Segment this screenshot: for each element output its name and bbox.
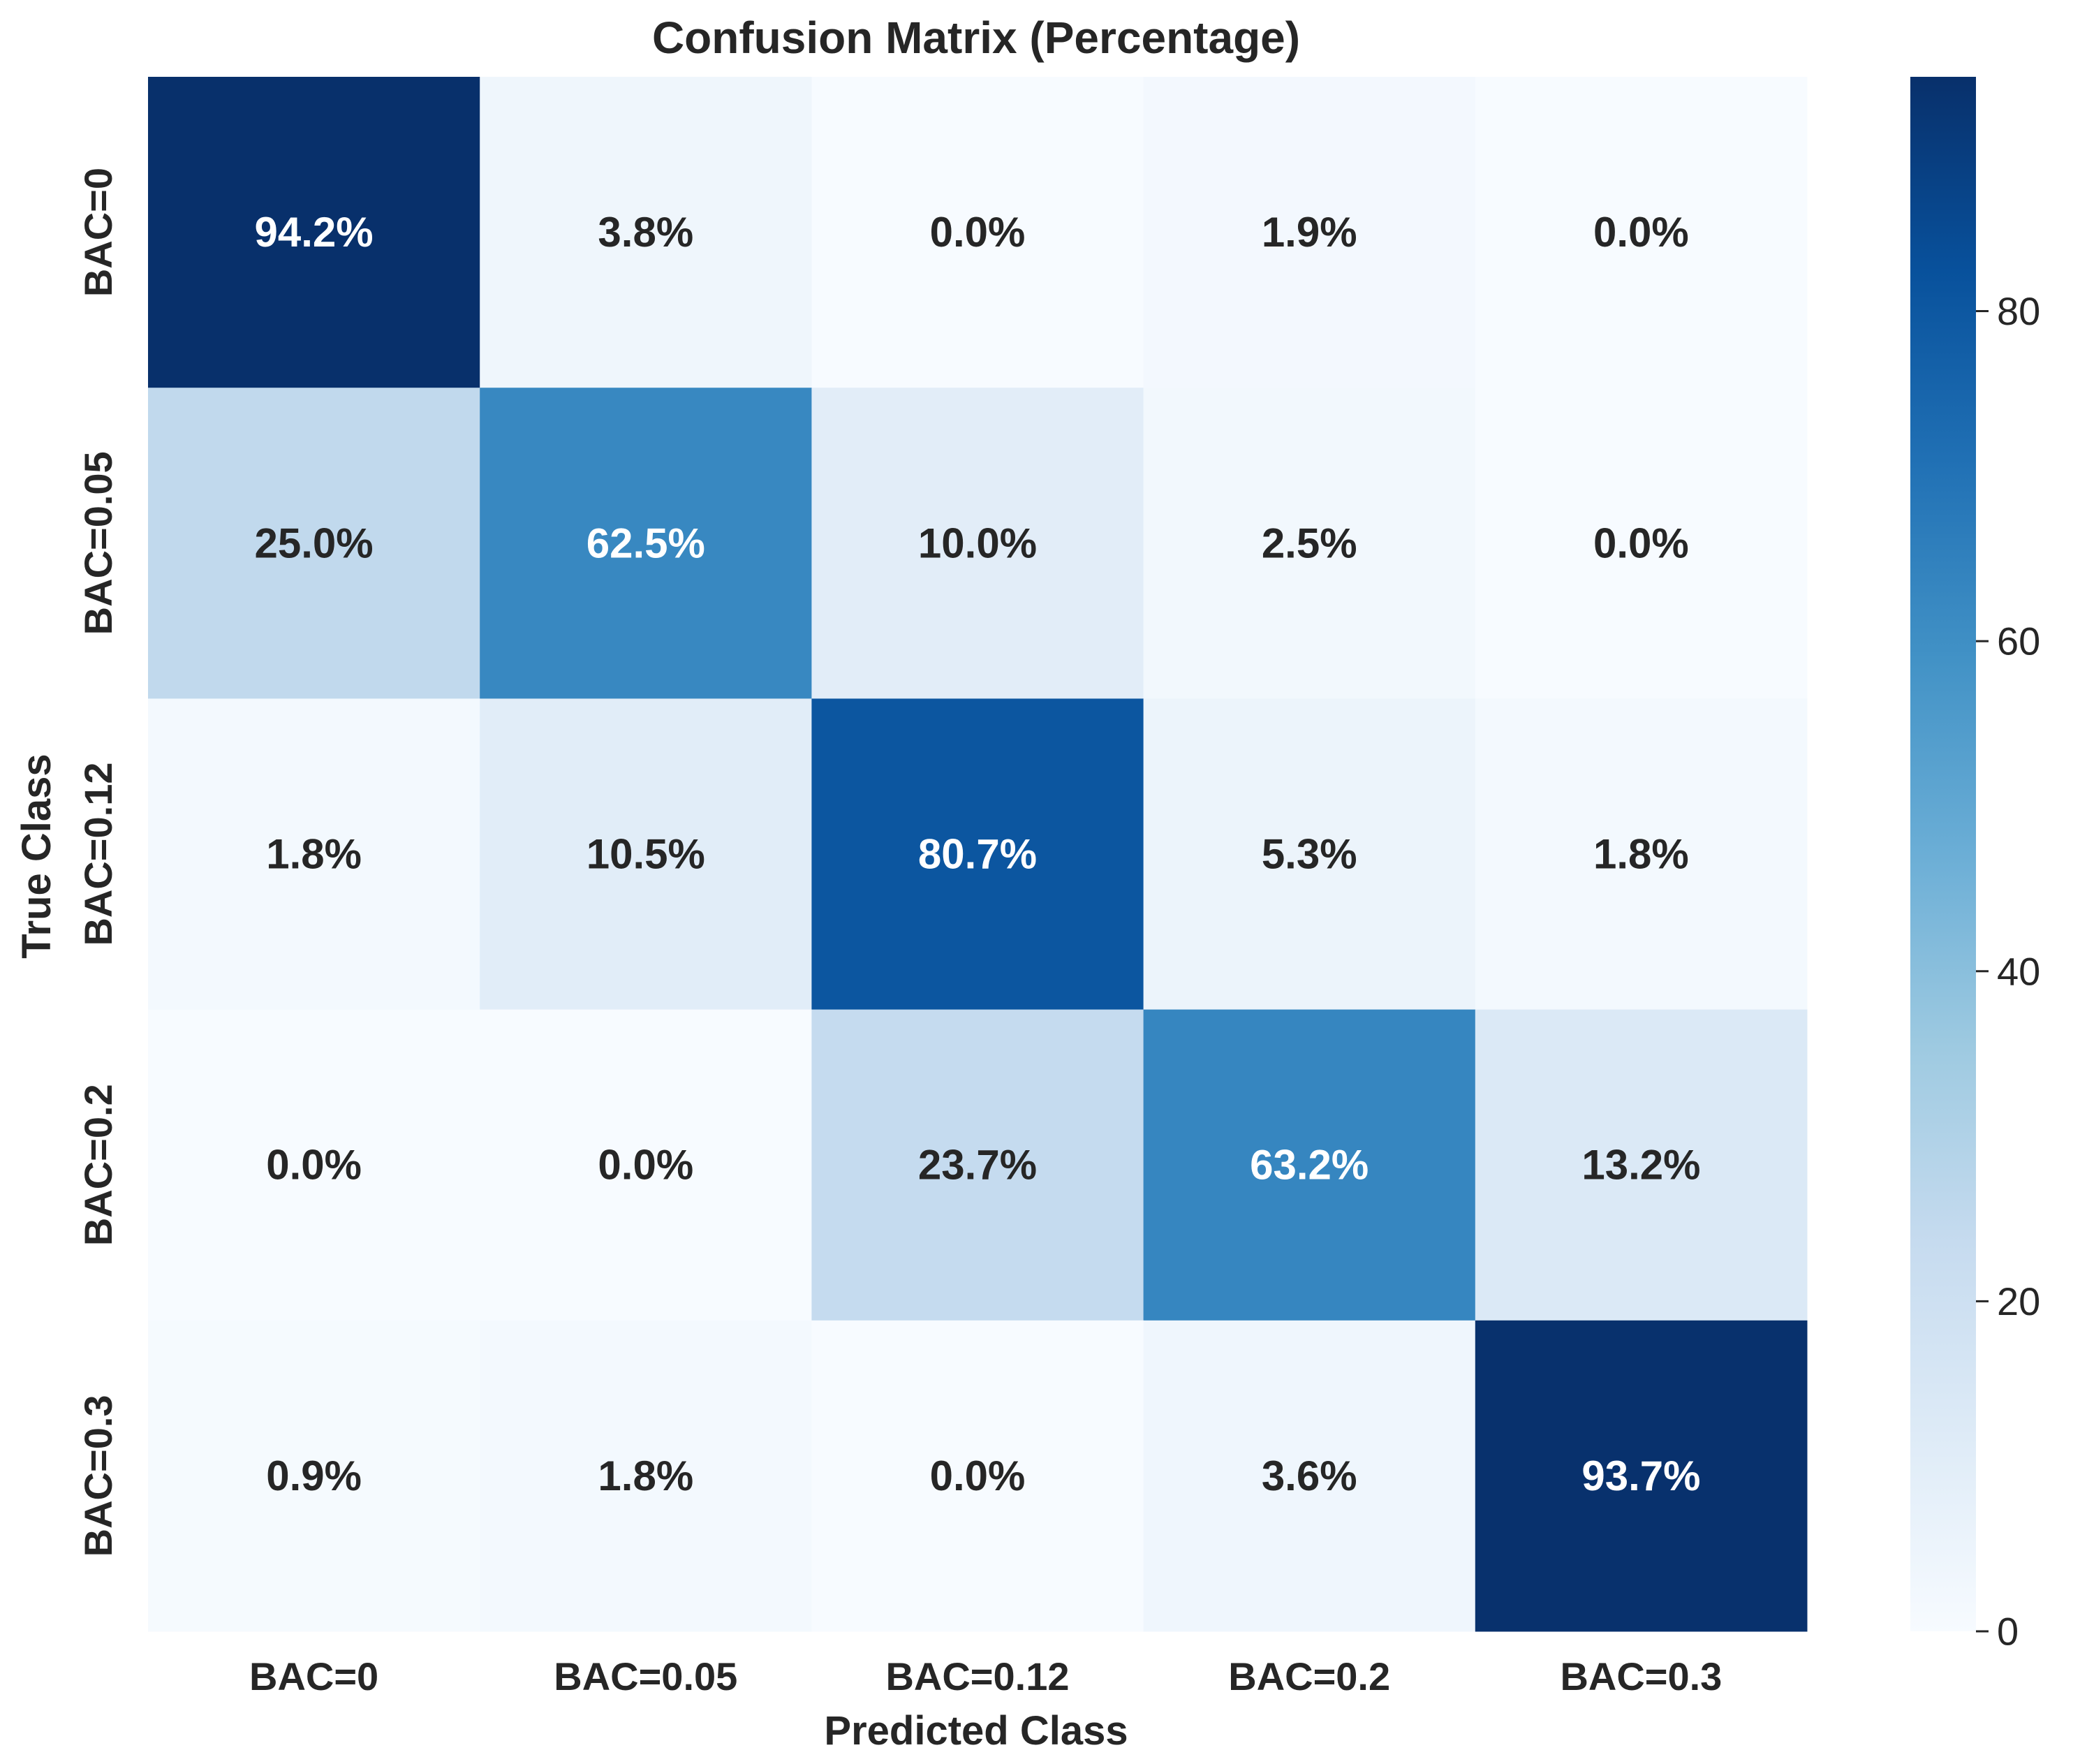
cell-value-label: 23.7% — [918, 1142, 1037, 1189]
cell-value-label: 1.8% — [598, 1453, 693, 1499]
heatmap-cell — [1143, 388, 1476, 699]
y-tick-label: BAC=0.3 — [76, 1395, 120, 1557]
heatmap-cell — [148, 1320, 480, 1632]
heatmap-cell — [811, 1009, 1144, 1321]
heatmap-cell — [148, 388, 480, 699]
y-axis-tick-labels: BAC=0 BAC=0.05 BAC=0.12 BAC=0.2 BAC=0.3 — [76, 168, 120, 1557]
cell-value-label: 5.3% — [1262, 831, 1357, 878]
cell-value-label: 93.7% — [1581, 1453, 1700, 1499]
y-tick-label: BAC=0.2 — [76, 1084, 120, 1246]
colorbar-tick-label: 20 — [1997, 1279, 2040, 1323]
x-tick-label: BAC=0.12 — [885, 1654, 1069, 1698]
cell-value-label: 1.9% — [1262, 209, 1357, 256]
cell-value-label: 1.8% — [1593, 831, 1689, 878]
colorbar-tick-label: 60 — [1997, 619, 2040, 663]
heatmap-cells — [148, 77, 1808, 1632]
heatmap-cell — [148, 698, 480, 1010]
heatmap-cell — [1475, 388, 1808, 699]
heatmap-cell — [1475, 77, 1808, 388]
y-tick-label: BAC=0 — [76, 168, 120, 297]
colorbar — [1910, 77, 1976, 1631]
cell-value-label: 25.0% — [255, 520, 374, 566]
x-tick-label: BAC=0 — [249, 1654, 378, 1698]
y-tick-label: BAC=0.12 — [76, 762, 120, 946]
cell-value-label: 63.2% — [1250, 1142, 1369, 1189]
heatmap-cell — [480, 1009, 812, 1321]
cell-value-label: 0.0% — [930, 209, 1026, 256]
cell-value-label: 3.6% — [1262, 1453, 1357, 1499]
cell-value-label: 3.8% — [598, 209, 693, 256]
heatmap-cell — [480, 77, 812, 388]
x-axis-tick-labels: BAC=0 BAC=0.05 BAC=0.12 BAC=0.2 BAC=0.3 — [249, 1654, 1722, 1698]
heatmap-cell — [811, 698, 1144, 1010]
cell-value-label: 0.0% — [930, 1453, 1026, 1499]
heatmap-cell — [1143, 77, 1476, 388]
cell-value-label: 0.0% — [1593, 520, 1689, 566]
x-tick-label: BAC=0.3 — [1560, 1654, 1722, 1698]
cell-value-label: 2.5% — [1262, 520, 1357, 566]
x-axis-label: Predicted Class — [824, 1708, 1128, 1754]
colorbar-tick-label: 80 — [1997, 289, 2040, 333]
cell-value-label: 80.7% — [918, 831, 1037, 878]
heatmap-cell — [1143, 1009, 1476, 1321]
heatmap-cell — [480, 698, 812, 1010]
x-tick-label: BAC=0.2 — [1228, 1654, 1390, 1698]
heatmap-cell — [480, 1320, 812, 1632]
y-tick-label: BAC=0.05 — [76, 451, 120, 635]
cell-value-label: 10.5% — [587, 831, 705, 878]
colorbar-tick-label: 40 — [1997, 949, 2040, 993]
y-axis-label: True Class — [14, 754, 59, 958]
colorbar-tick-label: 0 — [1997, 1610, 2019, 1654]
heatmap-cell — [1475, 698, 1808, 1010]
heatmap-cell — [1475, 1320, 1808, 1632]
cell-value-label: 13.2% — [1581, 1142, 1700, 1189]
heatmap-cell — [148, 77, 480, 388]
cell-value-label: 10.0% — [918, 520, 1037, 566]
cell-value-label: 0.0% — [598, 1142, 693, 1189]
heatmap-cell-labels: 94.2% 3.8% 0.0% 1.9% 0.0% 25.0% 62.5% 10.0% 2.5%… — [255, 209, 1701, 1499]
heatmap-cell — [1143, 1320, 1476, 1632]
heatmap-cell — [148, 1009, 480, 1321]
heatmap-cell — [811, 388, 1144, 699]
cell-value-label: 0.0% — [266, 1142, 362, 1189]
heatmap-cell — [811, 1320, 1144, 1632]
chart-title: Confusion Matrix (Percentage) — [652, 13, 1300, 63]
heatmap-cell — [811, 77, 1144, 388]
heatmap-cell — [1475, 1009, 1808, 1321]
cell-value-label: 0.9% — [266, 1453, 362, 1499]
cell-value-label: 94.2% — [255, 209, 374, 256]
colorbar-ticks: 0 20 40 60 80 — [1976, 289, 2040, 1654]
cell-value-label: 0.0% — [1593, 209, 1689, 256]
heatmap-cell — [1143, 698, 1476, 1010]
cell-value-label: 1.8% — [266, 831, 362, 878]
cell-value-label: 62.5% — [587, 520, 705, 566]
x-tick-label: BAC=0.05 — [554, 1654, 737, 1698]
heatmap-cell — [480, 388, 812, 699]
